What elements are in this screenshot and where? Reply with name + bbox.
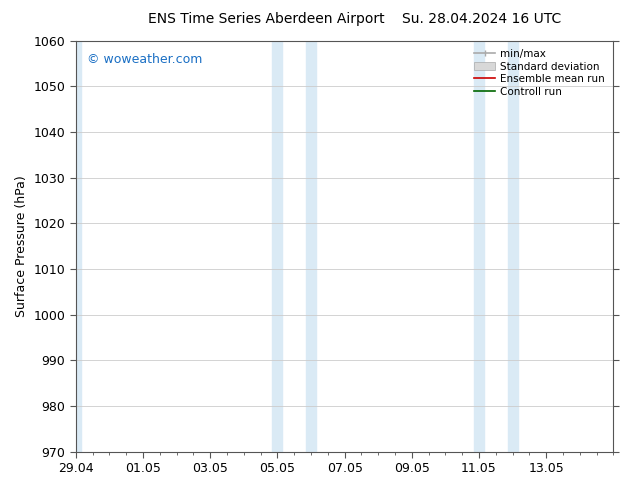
Bar — [306, 41, 316, 452]
Bar — [273, 41, 283, 452]
Bar — [474, 41, 484, 452]
Y-axis label: Surface Pressure (hPa): Surface Pressure (hPa) — [15, 175, 28, 317]
Bar — [74, 41, 81, 452]
Text: Su. 28.04.2024 16 UTC: Su. 28.04.2024 16 UTC — [402, 12, 562, 26]
Text: © woweather.com: © woweather.com — [87, 53, 202, 66]
Bar — [508, 41, 518, 452]
Legend: min/max, Standard deviation, Ensemble mean run, Controll run: min/max, Standard deviation, Ensemble me… — [471, 46, 608, 100]
Text: ENS Time Series Aberdeen Airport: ENS Time Series Aberdeen Airport — [148, 12, 385, 26]
